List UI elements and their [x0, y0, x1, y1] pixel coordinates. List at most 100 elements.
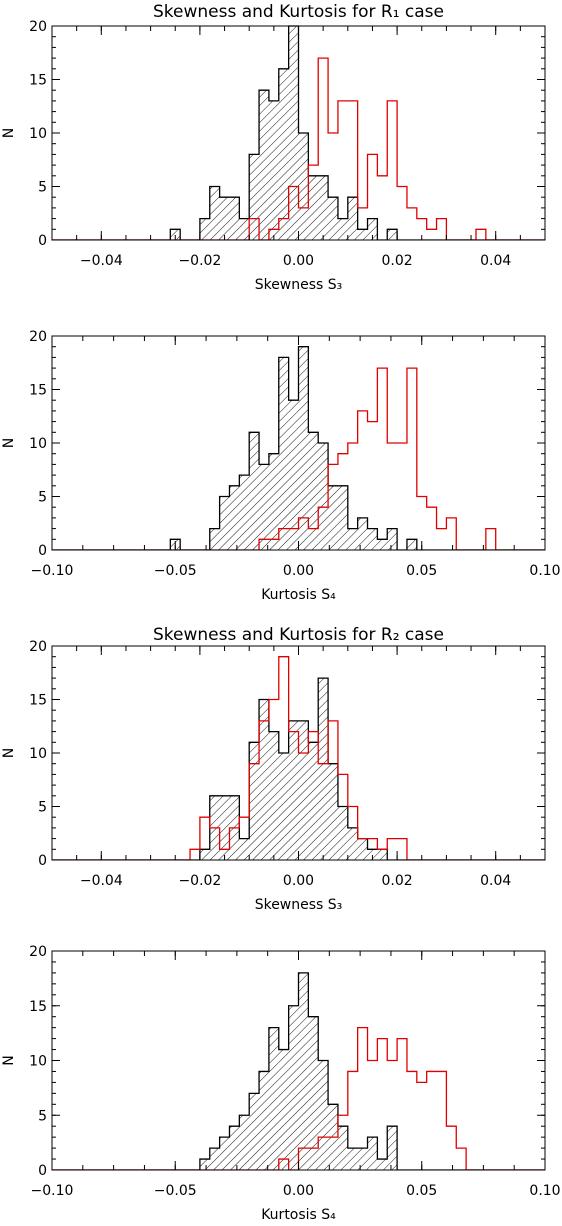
- histogram-bar: [288, 1005, 299, 1170]
- x-tick-label: −0.04: [80, 253, 123, 269]
- histogram-bar: [229, 1126, 240, 1170]
- plot-area: [52, 25, 545, 240]
- histogram-bar: [278, 1049, 289, 1170]
- histogram-bar: [259, 1071, 269, 1170]
- histogram-bar: [249, 432, 260, 550]
- histogram-bar: [278, 753, 289, 860]
- histogram-bar: [239, 475, 250, 550]
- histogram-bar: [328, 763, 338, 860]
- histogram-bar: [170, 229, 181, 240]
- x-tick-label: 0.04: [480, 253, 511, 269]
- histogram-bar: [239, 1115, 250, 1170]
- x-axis-label: Skewness S₃: [255, 277, 343, 293]
- y-axis-label: N: [1, 1055, 17, 1065]
- histogram-bar: [328, 485, 338, 550]
- y-tick-label: 15: [29, 73, 47, 89]
- histogram-bar: [367, 1137, 378, 1170]
- panel-title: Skewness and Kurtosis for R₂ case: [153, 625, 444, 645]
- plot-area: [52, 972, 545, 1170]
- y-tick-label: 15: [29, 693, 47, 709]
- histogram-bar: [268, 453, 279, 550]
- histogram-bar: [377, 849, 388, 860]
- y-tick-label: 0: [38, 1163, 47, 1179]
- histogram-bar: [367, 849, 378, 860]
- histogram-outline-series-2: [52, 1027, 545, 1170]
- histogram-bar: [318, 175, 329, 240]
- y-tick-label: 10: [29, 746, 47, 762]
- y-tick-label: 10: [29, 1054, 47, 1070]
- histogram-bar: [318, 678, 329, 860]
- histogram-bar: [199, 218, 210, 240]
- plot-area: [52, 656, 545, 860]
- histogram-bar: [219, 795, 230, 860]
- histogram-bar: [357, 838, 368, 860]
- skewness-r2-histogram: Skewness and Kurtosis for R₂ case 0 5 10 15 2…: [1, 625, 546, 913]
- histogram-bar: [219, 496, 230, 550]
- histogram-bar: [259, 699, 269, 860]
- histogram-bar: [199, 849, 210, 860]
- y-tick-label: 20: [29, 639, 47, 655]
- y-tick-label: 20: [29, 19, 47, 35]
- x-tick-label: −0.02: [178, 253, 221, 269]
- x-tick-label: 0.00: [283, 253, 314, 269]
- y-tick-label: 0: [38, 233, 47, 249]
- histogram-outline-series-1: [52, 972, 545, 1170]
- x-tick-label: −0.04: [80, 873, 123, 889]
- histogram-bar: [298, 972, 309, 1170]
- histogram-bar: [239, 838, 250, 860]
- histogram-bar: [347, 197, 358, 240]
- histogram-bar: [377, 539, 388, 550]
- x-tick-label: −0.02: [178, 873, 221, 889]
- histogram-bar: [219, 197, 230, 240]
- histogram-bar: [298, 720, 309, 860]
- x-tick-label: −0.05: [154, 563, 197, 579]
- histogram-bar: [406, 539, 417, 550]
- histogram-bar: [209, 186, 220, 240]
- histogram-bar: [337, 1126, 348, 1170]
- histogram-bar: [387, 229, 398, 240]
- y-tick-label: 5: [38, 800, 47, 816]
- x-tick-label: 0.00: [283, 563, 314, 579]
- kurtosis-r2-histogram: 0 5 10 15 20 −0.10 −0.05 0.00 0.05 0.10 Kurtosis S…: [1, 944, 561, 1223]
- histogram-bar: [209, 528, 220, 550]
- y-tick-label: 15: [29, 999, 47, 1015]
- histogram-bar: [298, 346, 309, 550]
- histogram-bar: [278, 357, 289, 550]
- histogram-bar: [199, 1159, 210, 1170]
- histogram-bar: [318, 443, 329, 550]
- histogram-bar: [308, 1016, 319, 1170]
- histogram-bar: [367, 218, 378, 240]
- histogram-bar: [387, 1126, 398, 1170]
- histogram-outline-series-1: [52, 25, 545, 240]
- histogram-outline-series-2: [52, 57, 545, 240]
- x-tick-label: −0.10: [31, 1183, 74, 1199]
- histogram-bar: [229, 197, 240, 240]
- y-tick-label: 5: [38, 490, 47, 506]
- histogram-bar: [298, 133, 309, 240]
- histogram-bar: [347, 528, 358, 550]
- histogram-bar: [268, 100, 279, 240]
- y-axis-label: N: [1, 128, 17, 138]
- histogram-bar: [357, 229, 368, 240]
- histogram-bar: [328, 197, 338, 240]
- x-tick-label: 0.05: [406, 1183, 437, 1199]
- histogram-bar: [268, 1027, 279, 1170]
- y-tick-label: 10: [29, 436, 47, 452]
- histogram-bar: [249, 742, 260, 860]
- histogram-bar: [337, 218, 348, 240]
- histogram-outline-series-2: [52, 656, 545, 860]
- x-axis-label: Kurtosis S₄: [261, 587, 336, 603]
- skewness-r1-histogram: Skewness and Kurtosis for R₁ case 0 5 10 15 2…: [1, 2, 546, 293]
- y-tick-label: 20: [29, 329, 47, 345]
- histogram-outline-series-2: [52, 367, 545, 550]
- y-tick-label: 0: [38, 853, 47, 869]
- histogram-bar: [249, 154, 260, 240]
- histogram-bar: [249, 1093, 260, 1170]
- histogram-bar: [239, 218, 250, 240]
- histogram-bar: [288, 26, 299, 240]
- x-axis-label: Kurtosis S₄: [261, 1207, 336, 1223]
- y-tick-label: 15: [29, 383, 47, 399]
- kurtosis-r1-histogram: 0 5 10 15 20 −0.10 −0.05 0.00 0.05 0.10 Kurtosis S…: [1, 329, 561, 603]
- histogram-bar: [337, 806, 348, 860]
- histogram-bar: [308, 432, 319, 550]
